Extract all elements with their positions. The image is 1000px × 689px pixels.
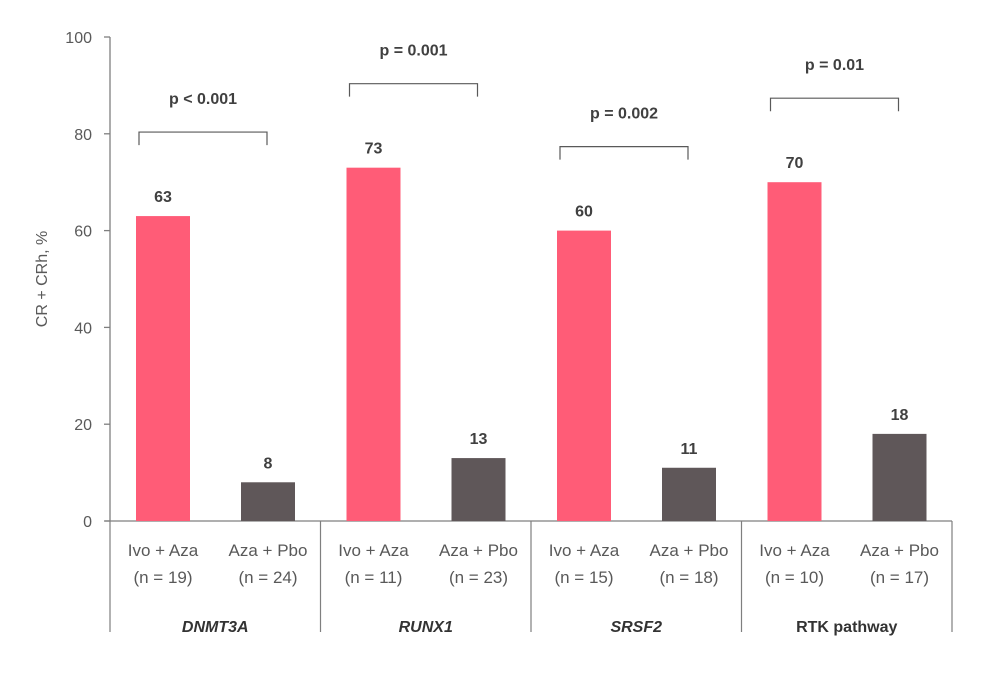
p-value-label: p = 0.01 (805, 57, 864, 74)
data-label: 13 (470, 431, 488, 448)
category-n-label: (n = 17) (870, 568, 929, 587)
bar-aza-pbo (662, 467, 716, 521)
category-label: Ivo + Aza (759, 541, 830, 560)
bar-ivo-aza (346, 167, 401, 521)
data-label: 8 (264, 455, 273, 472)
y-tick-label: 60 (74, 224, 92, 241)
data-label: 73 (365, 141, 383, 158)
group-label: RTK pathway (796, 619, 897, 636)
group-label: DNMT3A (182, 619, 249, 636)
bar-aza-pbo (241, 482, 295, 521)
category-n-label: (n = 24) (238, 568, 297, 587)
data-label: 11 (681, 441, 698, 458)
category-label: Ivo + Aza (338, 541, 409, 560)
category-n-label: (n = 15) (554, 568, 613, 587)
category-label: Aza + Pbo (229, 541, 308, 560)
category-n-label: (n = 19) (133, 568, 192, 587)
bar-aza-pbo (872, 433, 927, 521)
group-label: SRSF2 (610, 619, 662, 636)
p-value-label: p = 0.002 (590, 106, 658, 123)
data-label: 60 (575, 204, 593, 221)
category-n-label: (n = 10) (765, 568, 824, 587)
bar-ivo-aza (767, 182, 822, 521)
category-label: Ivo + Aza (549, 541, 620, 560)
data-label: 18 (891, 407, 909, 424)
y-tick-label: 20 (74, 417, 92, 434)
significance-bracket (769, 97, 900, 112)
bar-ivo-aza (557, 230, 611, 521)
y-tick-label: 80 (74, 127, 92, 144)
bar-ivo-aza (136, 216, 190, 521)
p-value-label: p < 0.001 (169, 91, 237, 108)
category-n-label: (n = 18) (659, 568, 718, 587)
significance-bracket (138, 131, 268, 146)
category-label: Aza + Pbo (650, 541, 729, 560)
y-tick-label: 0 (83, 514, 92, 531)
category-n-label: (n = 23) (449, 568, 508, 587)
category-label: Aza + Pbo (860, 541, 939, 560)
significance-bracket (559, 146, 689, 160)
group-label: RUNX1 (399, 619, 453, 636)
category-label: Ivo + Aza (128, 541, 199, 560)
y-tick-label: 40 (74, 320, 92, 337)
y-tick-label: 100 (65, 30, 92, 47)
category-label: Aza + Pbo (439, 541, 518, 560)
significance-bracket (348, 83, 479, 97)
bar-aza-pbo (451, 458, 506, 521)
y-axis-title: CR + CRh, % (34, 231, 51, 327)
category-n-label: (n = 11) (345, 568, 403, 587)
data-label: 63 (154, 189, 172, 206)
p-value-label: p = 0.001 (379, 43, 447, 60)
data-label: 70 (786, 155, 804, 172)
